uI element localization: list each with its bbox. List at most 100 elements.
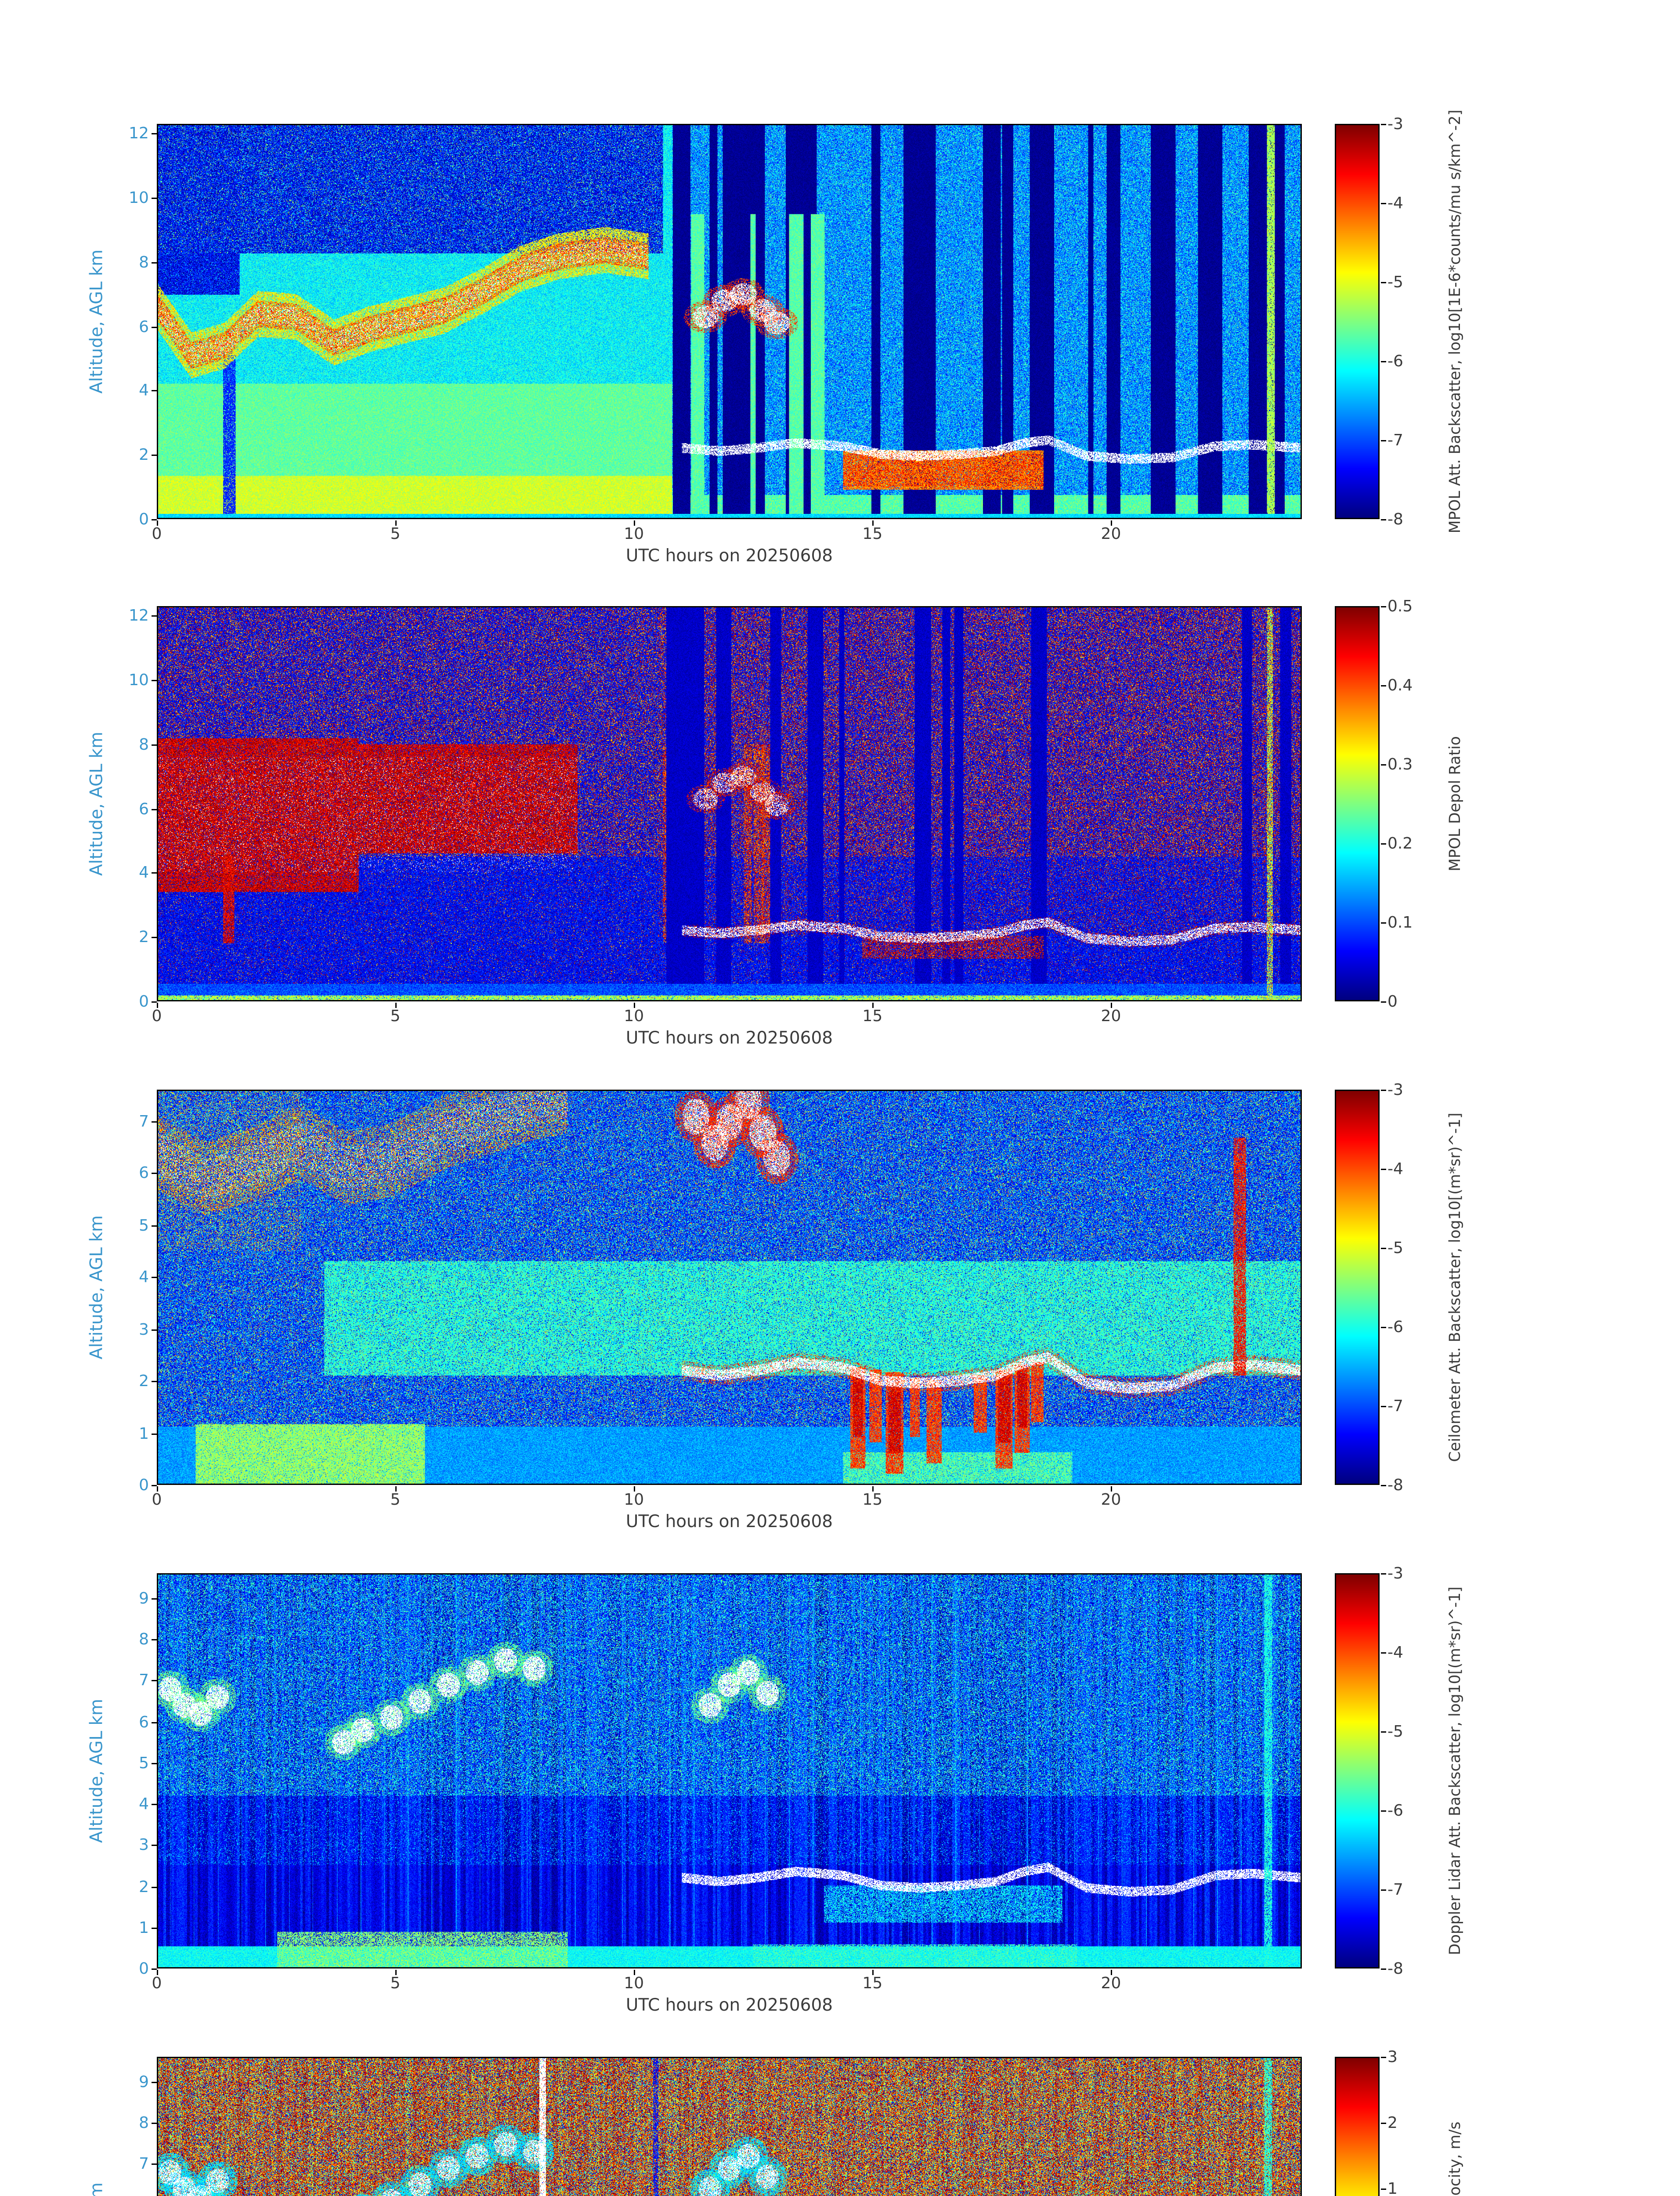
panel-doppler-lidar-vertical-velocity: Altitude, AGL km UTC hours on 20250608 D… <box>0 2049 1680 2196</box>
panel-ceilometer-att-backscatter: Altitude, AGL km UTC hours on 20250608 C… <box>0 1082 1680 1572</box>
colorbar-tick-mark <box>1381 1406 1386 1407</box>
y-tick-mark <box>152 198 157 199</box>
y-tick-mark <box>152 1485 157 1486</box>
y-tick-label: 6 <box>139 1712 149 1731</box>
y-tick-mark <box>152 390 157 392</box>
colorbar-canvas <box>1336 125 1378 518</box>
y-axis-label: Altitude, AGL km <box>87 1215 108 1360</box>
y-tick-label: 8 <box>139 253 149 271</box>
colorbar-tick-mark <box>1381 843 1386 845</box>
x-tick-label: 0 <box>152 524 162 543</box>
x-tick-label: 15 <box>862 1007 883 1025</box>
x-tick-label: 20 <box>1101 1490 1121 1509</box>
y-tick-mark <box>152 873 157 874</box>
y-tick-label: 6 <box>139 1163 149 1182</box>
x-tick-mark <box>872 1486 874 1492</box>
x-tick-label: 20 <box>1101 1007 1121 1025</box>
y-tick-label: 8 <box>139 2113 149 2132</box>
x-tick-mark <box>395 1486 397 1492</box>
y-tick-mark <box>152 1721 157 1723</box>
y-tick-mark <box>152 1968 157 1970</box>
y-tick-label: 10 <box>129 188 149 207</box>
colorbar-tick-label: 0.3 <box>1387 755 1413 773</box>
colorbar-tick-label: 1 <box>1387 2179 1398 2196</box>
colorbar-tick-mark <box>1381 203 1386 204</box>
x-tick-label: 0 <box>152 1007 162 1025</box>
y-tick-mark <box>152 519 157 520</box>
colorbar-tick-mark <box>1381 685 1386 686</box>
colorbar-tick-label: 0.1 <box>1387 913 1413 932</box>
x-tick-label: 10 <box>624 524 644 543</box>
x-tick-mark <box>634 1970 636 1975</box>
colorbar-canvas <box>1336 2058 1378 2196</box>
colorbar-tick-label: -7 <box>1387 431 1403 449</box>
colorbar-tick-label: -8 <box>1387 1959 1403 1978</box>
y-tick-mark <box>152 1433 157 1434</box>
colorbar-tick-label: 2 <box>1387 2113 1398 2132</box>
y-tick-mark <box>152 744 157 746</box>
y-tick-mark <box>152 2081 157 2083</box>
x-tick-label: 15 <box>862 1974 883 1992</box>
y-tick-label: 7 <box>139 1112 149 1131</box>
x-tick-mark <box>872 1003 874 1008</box>
x-axis-label: UTC hours on 20250608 <box>625 1029 833 1049</box>
colorbar-tick-label: 0.5 <box>1387 597 1413 615</box>
x-tick-mark <box>157 520 158 526</box>
y-tick-mark <box>152 2123 157 2124</box>
colorbar-tick-label: -5 <box>1387 273 1403 291</box>
colorbar-tick-mark <box>1381 922 1386 924</box>
y-axis-label: Altitude, AGL km <box>88 2182 108 2196</box>
colorbar-tick-label: -6 <box>1387 1318 1403 1336</box>
colorbar-tick-mark <box>1381 1327 1386 1328</box>
colorbar-tick-label: -3 <box>1387 115 1403 133</box>
x-axis-label: UTC hours on 20250608 <box>625 547 833 567</box>
colorbar-tick-label: 0.2 <box>1387 834 1413 852</box>
y-tick-mark <box>152 1886 157 1888</box>
y-tick-mark <box>152 1845 157 1846</box>
x-tick-mark <box>1111 520 1113 526</box>
heatmap-plot-area <box>157 124 1302 519</box>
y-tick-label: 4 <box>139 863 149 882</box>
y-tick-label: 4 <box>139 381 149 400</box>
heatmap-canvas <box>158 607 1301 1000</box>
x-tick-mark <box>395 520 397 526</box>
colorbar <box>1335 606 1380 1001</box>
x-tick-mark <box>634 1486 636 1492</box>
x-tick-mark <box>1111 1003 1113 1008</box>
x-tick-mark <box>872 1970 874 1975</box>
colorbar-tick-label: -7 <box>1387 1880 1403 1899</box>
y-tick-label: 0 <box>139 1476 149 1494</box>
colorbar-tick-mark <box>1381 282 1386 283</box>
y-tick-mark <box>152 1329 157 1330</box>
y-tick-mark <box>152 2163 157 2165</box>
y-tick-label: 0 <box>139 1959 149 1978</box>
y-tick-mark <box>152 133 157 135</box>
x-tick-mark <box>157 1003 158 1008</box>
colorbar-tick-label: 0 <box>1387 992 1398 1011</box>
x-tick-mark <box>872 520 874 526</box>
colorbar-tick-label: -4 <box>1387 1643 1403 1661</box>
panel-doppler-lidar-att-backscatter: Altitude, AGL km UTC hours on 20250608 D… <box>0 1565 1680 2055</box>
heatmap-plot-area <box>157 1090 1302 1485</box>
y-tick-label: 6 <box>139 799 149 818</box>
x-tick-mark <box>634 520 636 526</box>
y-tick-mark <box>152 1173 157 1174</box>
y-tick-mark <box>152 1381 157 1383</box>
colorbar-tick-mark <box>1381 1810 1386 1812</box>
y-tick-label: 9 <box>139 1589 149 1607</box>
colorbar <box>1335 1090 1380 1485</box>
y-tick-label: 0 <box>139 992 149 1011</box>
colorbar-tick-label: -8 <box>1387 1476 1403 1494</box>
colorbar-label: MPOL Att. Backscatter, log10[1E-6*counts… <box>1445 109 1464 534</box>
x-tick-mark <box>1111 1486 1113 1492</box>
x-tick-label: 10 <box>624 1490 644 1509</box>
y-tick-mark <box>152 1277 157 1279</box>
y-tick-label: 3 <box>139 1319 149 1338</box>
x-tick-mark <box>634 1003 636 1008</box>
colorbar-label: MPOL Depol Ratio <box>1445 736 1464 871</box>
colorbar-tick-label: 3 <box>1387 2048 1398 2066</box>
heatmap-plot-area <box>157 2057 1302 2196</box>
colorbar-tick-mark <box>1381 1248 1386 1249</box>
x-tick-label: 20 <box>1101 1974 1121 1992</box>
x-tick-label: 15 <box>862 524 883 543</box>
